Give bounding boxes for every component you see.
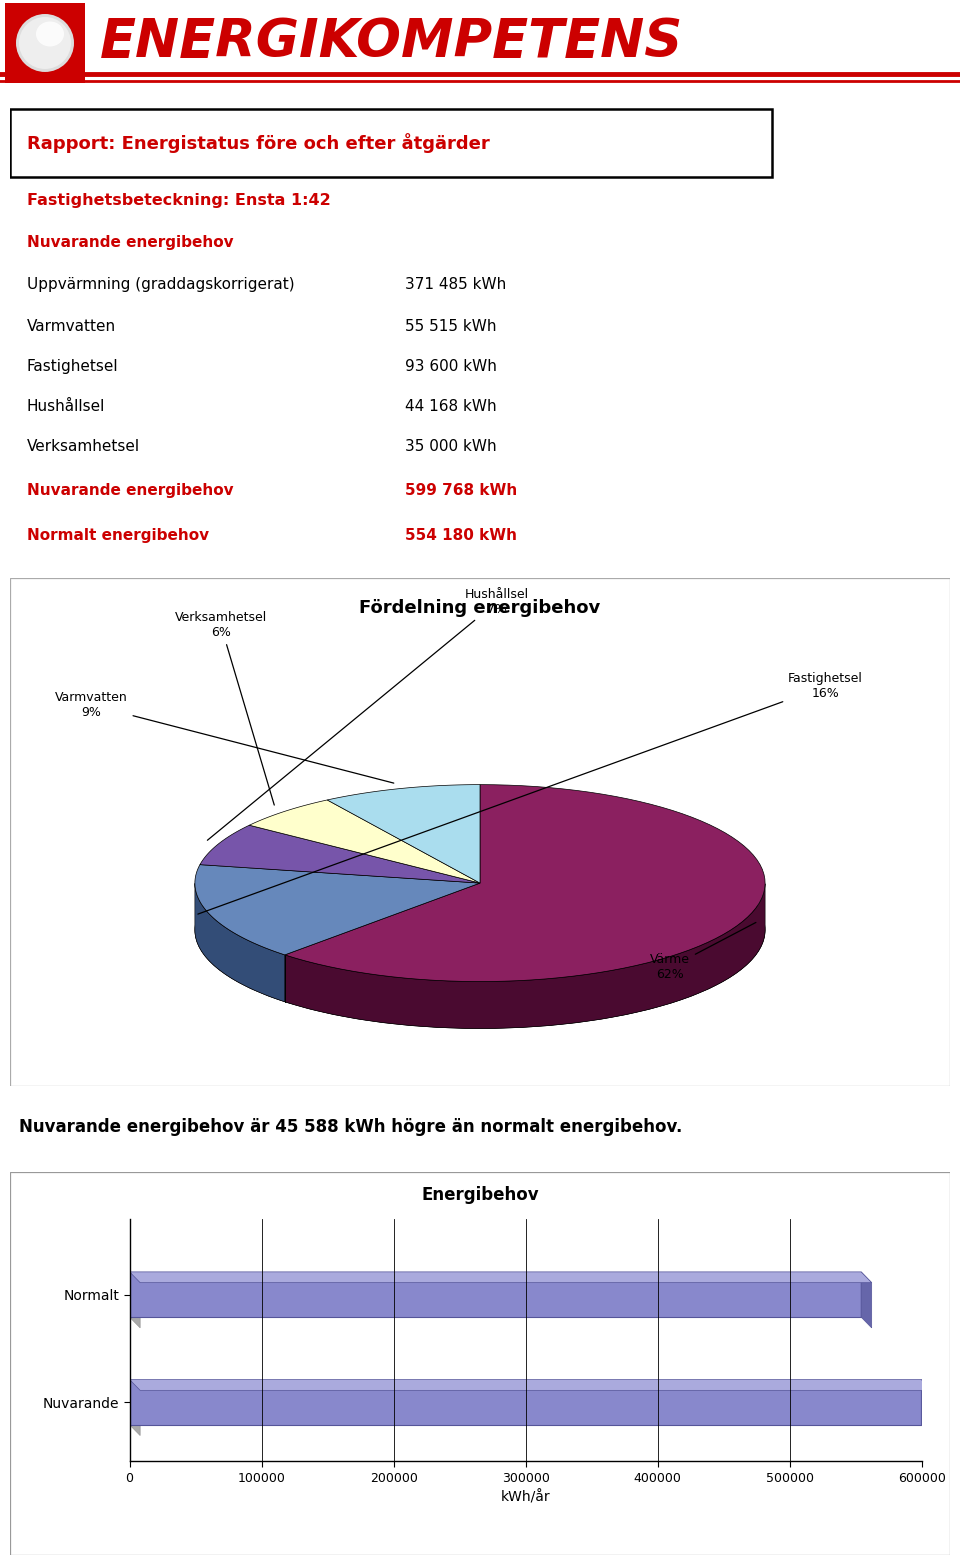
Text: Hushållsel
7%: Hushållsel 7% <box>207 588 529 841</box>
Text: 554 180 kWh: 554 180 kWh <box>405 528 516 542</box>
Text: 371 485 kWh: 371 485 kWh <box>405 277 506 292</box>
X-axis label: kWh/år: kWh/år <box>501 1491 550 1505</box>
Polygon shape <box>130 1380 140 1435</box>
Text: 93 600 kWh: 93 600 kWh <box>405 359 496 374</box>
Text: Verksamhetsel
6%: Verksamhetsel 6% <box>175 611 275 805</box>
Text: Fastighetsel: Fastighetsel <box>27 359 118 374</box>
Bar <box>130 1272 861 1318</box>
Polygon shape <box>195 883 285 1002</box>
Ellipse shape <box>16 14 74 72</box>
Bar <box>130 1380 922 1425</box>
Text: Nuvarande energibehov är 45 588 kWh högre än normalt energibehov.: Nuvarande energibehov är 45 588 kWh högr… <box>19 1118 683 1136</box>
Polygon shape <box>200 825 480 883</box>
Polygon shape <box>285 785 765 982</box>
Text: 599 768 kWh: 599 768 kWh <box>405 483 517 499</box>
Text: Hushållsel: Hushållsel <box>27 399 105 414</box>
Text: Nuvarande energibehov: Nuvarande energibehov <box>27 483 233 499</box>
Text: Varmvatten: Varmvatten <box>27 319 115 334</box>
Text: Värme
62%: Värme 62% <box>650 922 756 982</box>
Polygon shape <box>130 1380 932 1391</box>
Text: Uppvärmning (graddagskorrigerat): Uppvärmning (graddagskorrigerat) <box>27 277 294 292</box>
Text: Varmvatten
9%: Varmvatten 9% <box>55 691 394 783</box>
Polygon shape <box>250 800 480 883</box>
Text: Energibehov: Energibehov <box>421 1186 539 1204</box>
Text: ENERGIKOMPETENS: ENERGIKOMPETENS <box>100 16 684 67</box>
Text: Rapport: Energistatus före och efter åtgärder: Rapport: Energistatus före och efter åtg… <box>27 133 490 153</box>
Polygon shape <box>130 1272 872 1283</box>
Polygon shape <box>130 1272 140 1329</box>
Ellipse shape <box>19 17 71 69</box>
Polygon shape <box>327 785 480 883</box>
Ellipse shape <box>36 22 64 47</box>
Ellipse shape <box>195 832 765 1028</box>
Polygon shape <box>861 1272 872 1329</box>
Text: Nuvarande energibehov: Nuvarande energibehov <box>27 234 233 250</box>
Polygon shape <box>195 864 480 955</box>
Polygon shape <box>922 1380 932 1435</box>
Text: Fördelning energibehov: Fördelning energibehov <box>359 599 601 617</box>
Text: 44 168 kWh: 44 168 kWh <box>405 399 496 414</box>
Polygon shape <box>285 883 765 1028</box>
Text: Fastighetsbeteckning: Ensta 1:42: Fastighetsbeteckning: Ensta 1:42 <box>27 192 330 208</box>
Text: Verksamhetsel: Verksamhetsel <box>27 439 139 453</box>
Text: Normalt energibehov: Normalt energibehov <box>27 528 208 542</box>
Text: 35 000 kWh: 35 000 kWh <box>405 439 496 453</box>
Bar <box>5 3 85 83</box>
Text: 55 515 kWh: 55 515 kWh <box>405 319 496 334</box>
Text: Fastighetsel
16%: Fastighetsel 16% <box>198 672 863 914</box>
FancyBboxPatch shape <box>10 109 772 177</box>
